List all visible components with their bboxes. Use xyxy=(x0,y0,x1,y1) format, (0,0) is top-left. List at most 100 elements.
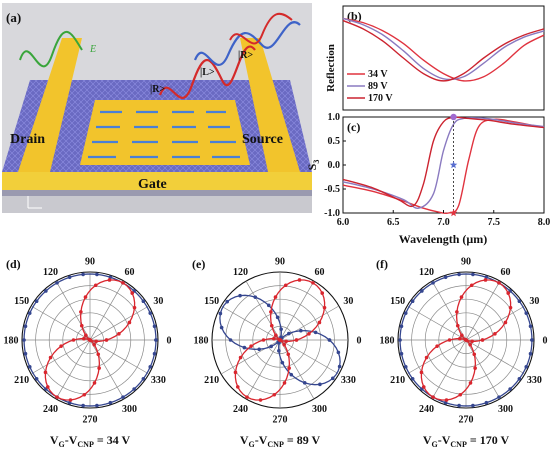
polar-red-curve-point xyxy=(421,385,426,389)
wave-label-r1: |R> xyxy=(150,84,165,95)
polar-blue-curve-point xyxy=(81,272,85,277)
angle-label-150: 150 xyxy=(14,296,29,307)
polar-red-curve-point xyxy=(472,352,477,357)
angle-label-60: 60 xyxy=(125,267,135,278)
panel-e-label: (e) xyxy=(192,257,205,271)
polar-red-curve-point xyxy=(104,338,109,342)
angle-label-300: 300 xyxy=(312,404,327,415)
angle-label-60: 60 xyxy=(315,267,325,278)
metasurface-bars xyxy=(88,110,240,159)
legend: 34 V 89 V 170 V xyxy=(347,69,393,104)
polar-blue-curve-point xyxy=(55,281,59,285)
polar-blue-curve-point xyxy=(457,403,461,408)
panel-a-label: (a) xyxy=(6,10,21,25)
polar-red-curve-point xyxy=(249,344,253,348)
polar-blue-curve-point xyxy=(108,275,113,280)
polar-red-curve-point xyxy=(68,398,73,402)
polar-blue-curve-point xyxy=(141,376,146,381)
polar-red-curve-point xyxy=(71,338,76,342)
panel-f-label: (f) xyxy=(376,257,388,271)
polar-blue-curve-point xyxy=(132,387,136,391)
polar-blue-curve-point xyxy=(484,400,489,405)
polar-blue-curve-point xyxy=(530,338,534,342)
polar-blue-curve-point xyxy=(257,347,261,352)
polar-red-curve-point xyxy=(322,305,327,310)
xtick-2: 7.0 xyxy=(437,217,450,228)
angle-label-0: 0 xyxy=(167,336,172,347)
polar-blue-curve-point xyxy=(253,295,258,299)
polar-red-curve-point xyxy=(238,355,243,360)
angle-label-180: 180 xyxy=(194,336,209,347)
angle-label-240: 240 xyxy=(419,404,434,415)
polar-red-curve-point xyxy=(287,366,291,370)
polar-blue-curve-point xyxy=(337,364,342,369)
polar-blue-curve-point xyxy=(152,351,157,356)
polar-red-curve-point xyxy=(468,342,473,347)
angle-label-30: 30 xyxy=(153,296,163,307)
polar-blue-curve-point xyxy=(327,338,332,342)
polar-chart-(d): 0 30 60 90 120 150 180 210 240 270 300 330 xyxy=(4,257,172,426)
polar-blue-curve-point xyxy=(148,311,153,315)
polar-blue-curve-point xyxy=(95,403,99,408)
polar-red-curve-point xyxy=(447,338,452,342)
polar-red-curve-point xyxy=(473,366,477,370)
metasurface-pad xyxy=(80,100,250,165)
polar-red-curve-point xyxy=(294,338,299,342)
polar-blue-curve-point xyxy=(289,372,294,377)
angle-label-330: 330 xyxy=(151,375,166,386)
angle-label-210: 210 xyxy=(204,375,219,386)
polar-blue-curve-point xyxy=(398,338,402,342)
caption-e: VG-VCNP = 89 V xyxy=(240,433,321,449)
s3-line-2 xyxy=(342,116,545,208)
polar-red-curve-point xyxy=(59,344,63,348)
polar-blue-curve-point xyxy=(23,351,28,356)
reflection-ylabel: Reflection xyxy=(325,44,337,92)
polar-blue-curve-point xyxy=(299,328,303,333)
polar-red-curve-point xyxy=(470,339,474,344)
polar-blue-curve-point xyxy=(528,324,533,329)
polar-blue-curve-point xyxy=(44,289,48,293)
polar-red-curve-point xyxy=(458,336,462,341)
polar-red-curve-point xyxy=(93,283,98,288)
polar-blue-curve-point xyxy=(410,376,415,381)
polar-blue-curve-point xyxy=(27,311,32,315)
polar-blue-curve-point xyxy=(313,330,318,335)
polar-red-curve-point xyxy=(503,320,508,325)
polar-blue-curve-point xyxy=(34,376,39,381)
angle-label-270: 270 xyxy=(83,415,98,426)
polar-blue-curve-point xyxy=(431,281,435,285)
polar-blue-curve-point xyxy=(279,327,283,331)
ytick-4: -1.0 xyxy=(324,208,340,219)
polar-red-curve-point xyxy=(282,342,287,347)
polar-red-curve-point xyxy=(79,310,83,314)
polar-blue-curve-point xyxy=(34,299,39,304)
angle-label-210: 210 xyxy=(390,375,405,386)
polar-blue-curve-point xyxy=(420,289,424,293)
polar-red-curve-point xyxy=(83,295,88,299)
angle-label-240: 240 xyxy=(43,404,58,415)
s3-ylabel: S3 xyxy=(305,160,321,171)
polar-red-curve-point xyxy=(459,333,464,338)
panel-d-label: (d) xyxy=(6,257,21,271)
polar-red-curve-point xyxy=(286,352,291,357)
polar-red-curve-point xyxy=(307,332,311,336)
polar-red-curve-point xyxy=(458,392,463,397)
polar-red-curve-point xyxy=(235,385,240,389)
angle-label-30: 30 xyxy=(343,296,353,307)
polar-blue-curve-point xyxy=(471,272,475,277)
polar-red-curve-point xyxy=(272,336,276,341)
angle-label-330: 330 xyxy=(341,375,356,386)
polar-blue-curve-point xyxy=(330,376,335,381)
source-electrode xyxy=(240,38,300,172)
angle-label-270: 270 xyxy=(273,415,288,426)
polar-blue-curve-point xyxy=(67,275,72,280)
polar-blue-curve-point xyxy=(269,344,273,349)
polar-blue-curve-point xyxy=(403,311,408,315)
polar-red-curve-point xyxy=(455,310,459,314)
polar-blue-curve-point xyxy=(275,315,280,320)
polar-red-curve-point xyxy=(320,291,325,295)
incident-wave xyxy=(19,30,83,68)
s3-line-0 xyxy=(342,118,545,215)
xtick-3: 7.5 xyxy=(488,217,501,228)
polar-red-curve-point xyxy=(424,355,429,360)
